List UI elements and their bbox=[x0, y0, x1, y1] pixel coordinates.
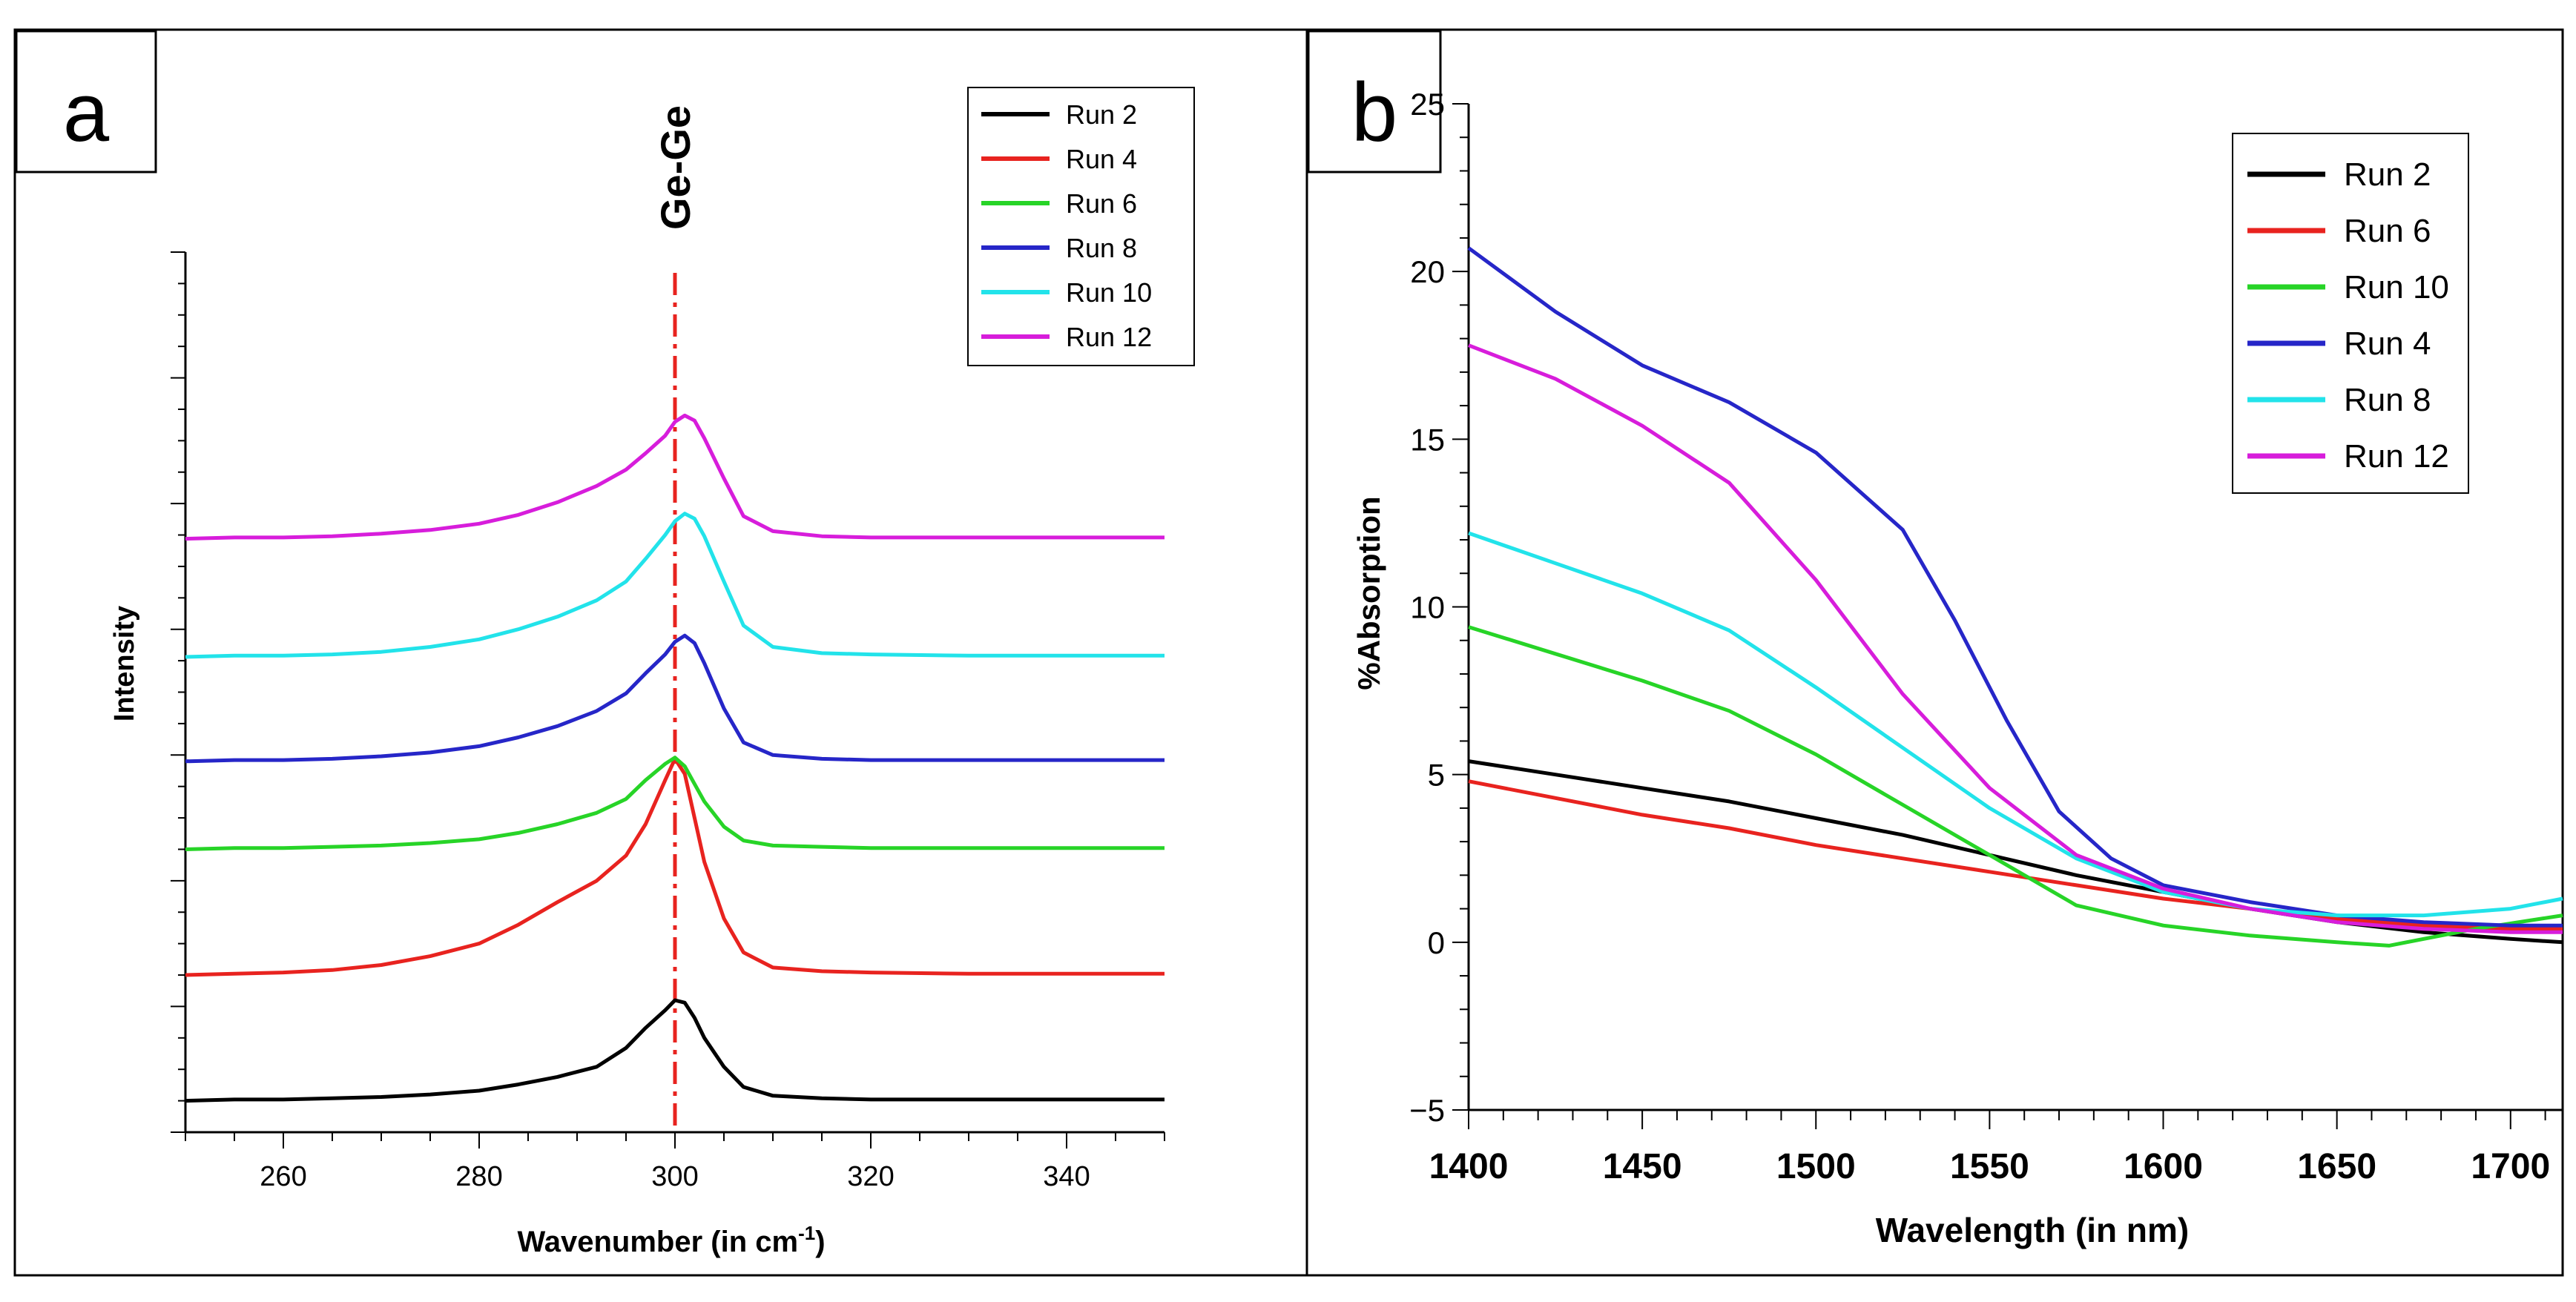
panel-b-y-tick-label: 5 bbox=[1428, 758, 1445, 793]
panel-b-line-run-8 bbox=[1468, 531, 2563, 918]
panel-b: b 1400 1450 1500 1550 1600 1650 1700 −5 0 5 10 15 20… bbox=[1307, 30, 2563, 1249]
panel-a-legend-label-run-2: Run 2 bbox=[1066, 99, 1137, 130]
panel-a-line-run-6 bbox=[185, 756, 1165, 851]
panel-a-line-run-8 bbox=[185, 633, 1165, 764]
panel-b-line-run-2 bbox=[1468, 759, 2563, 945]
panel-b-y-tick-label: 0 bbox=[1428, 925, 1445, 960]
panel-a-axes: 260 280 300 320 340 bbox=[171, 251, 1165, 1192]
panel-b-axes: 1400 1450 1500 1550 1600 1650 1700 −5 0 5 10 15 20 25 bbox=[1409, 87, 2563, 1186]
panel-a-line-run-2 bbox=[185, 998, 1165, 1103]
panel-b-y-tick-label: −5 bbox=[1409, 1093, 1445, 1128]
panel-a-legend-box bbox=[967, 87, 1195, 366]
panel-b-y-tick-label: 25 bbox=[1410, 87, 1445, 122]
panel-b-y-tick-label: 15 bbox=[1410, 422, 1445, 457]
panel-a-legend-label-run-10: Run 10 bbox=[1066, 277, 1152, 308]
panel-b-line-run-6 bbox=[1468, 779, 2563, 931]
panel-b-legend-label-run-6: Run 6 bbox=[2344, 213, 2431, 249]
panel-a-x-axis-label-superscript: -1 bbox=[798, 1222, 815, 1244]
panel-a-y-axis-label: Intensity bbox=[109, 606, 140, 721]
panel-a-line-run-10 bbox=[185, 512, 1165, 659]
panel-b-x-tick-label: 1700 bbox=[2471, 1147, 2550, 1186]
panel-b-x-axis-label: Wavelength (in nm) bbox=[1876, 1211, 2190, 1249]
panel-a-legend: Run 2 Run 4 Run 6 Run 8 Run 10 Run 12 bbox=[967, 87, 1195, 366]
panel-b-legend-label-run-10: Run 10 bbox=[2344, 269, 2449, 305]
panel-a-letter-box bbox=[15, 30, 157, 174]
panel-b-line-run-10 bbox=[1468, 625, 2563, 948]
panel-b-legend: Run 2 Run 6 Run 10 Run 4 Run 8 Run 12 bbox=[2232, 133, 2469, 494]
panel-a-x-tick-label: 340 bbox=[1043, 1161, 1090, 1192]
panel-a-x-axis-label-main: Wavenumber (in cm bbox=[517, 1226, 798, 1258]
panel-b-line-run-4 bbox=[1467, 246, 2563, 928]
figure-frame bbox=[13, 28, 2564, 1277]
panel-a-x-axis-label-close: ) bbox=[815, 1226, 825, 1258]
panel-a-line-run-4 bbox=[185, 756, 1165, 977]
panel-a-legend-label-run-4: Run 4 bbox=[1066, 144, 1137, 174]
panel-a-legend-label-run-8: Run 8 bbox=[1066, 233, 1137, 263]
panel-a-legend-label-run-6: Run 6 bbox=[1066, 188, 1137, 219]
panel-b-y-tick-label: 10 bbox=[1410, 590, 1445, 625]
panel-b-x-tick-label: 1550 bbox=[1950, 1147, 2029, 1186]
panel-a-legend-label-run-12: Run 12 bbox=[1066, 322, 1152, 352]
panel-b-legend-label-run-8: Run 8 bbox=[2344, 382, 2431, 418]
panel-a-x-tick-label: 320 bbox=[847, 1161, 894, 1192]
panel-b-x-tick-label: 1650 bbox=[2297, 1147, 2376, 1186]
panel-a-line-run-12 bbox=[185, 413, 1165, 541]
ge-ge-annotation: Ge-Ge bbox=[652, 105, 699, 230]
panel-b-legend-label-run-4: Run 4 bbox=[2344, 326, 2431, 362]
panel-a-series-lines bbox=[185, 413, 1165, 1103]
panel-b-legend-label-run-12: Run 12 bbox=[2344, 438, 2449, 475]
panel-b-x-tick-label: 1500 bbox=[1776, 1147, 1856, 1186]
panel-b-legend-box bbox=[2232, 133, 2469, 494]
panel-a-letter: a bbox=[63, 66, 110, 159]
panel-b-legend-label-run-2: Run 2 bbox=[2344, 156, 2431, 193]
panel-b-series-lines bbox=[1467, 246, 2563, 948]
panel-b-y-axis-label: %Absorption bbox=[1351, 496, 1386, 690]
panel-b-line-run-12 bbox=[1468, 343, 2563, 934]
panel-a-x-tick-label: 300 bbox=[651, 1161, 698, 1192]
panel-b-x-tick-label: 1400 bbox=[1429, 1147, 1509, 1186]
panel-b-y-tick-label: 20 bbox=[1410, 254, 1445, 289]
panel-b-letter: b bbox=[1351, 66, 1397, 159]
panel-a-x-tick-label: 280 bbox=[455, 1161, 502, 1192]
panel-b-letter-box bbox=[1307, 30, 1442, 174]
panel-a-x-axis-label: Wavenumber (in cm-1) bbox=[517, 1222, 825, 1258]
panel-b-x-tick-label: 1600 bbox=[2124, 1147, 2203, 1186]
panel-b-x-tick-label: 1450 bbox=[1603, 1147, 1682, 1186]
panel-a-x-tick-label: 260 bbox=[260, 1161, 306, 1192]
